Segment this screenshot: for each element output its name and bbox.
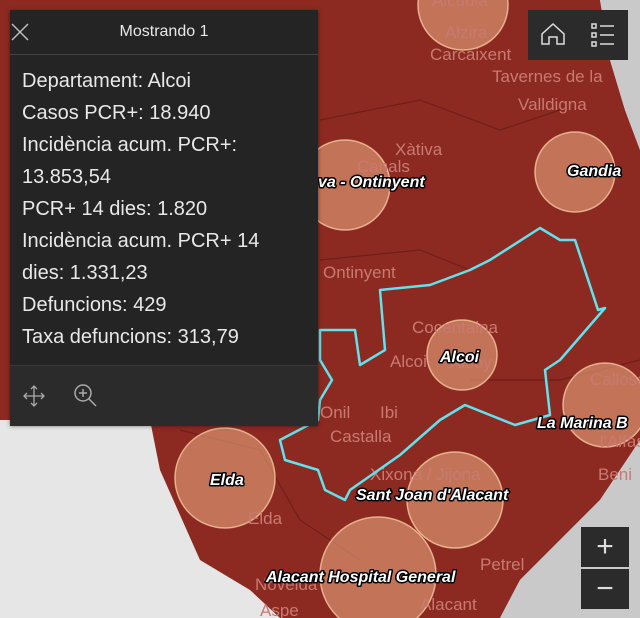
base-label: Carcaixent: [430, 45, 512, 64]
pan-button[interactable]: [23, 385, 45, 407]
popup-header: Mostrando 1: [10, 10, 318, 55]
toolbar: [528, 10, 628, 60]
popup-field: PCR+ 14 dies: 1.820: [22, 198, 208, 220]
base-label: l'Alfàs: [600, 432, 640, 451]
base-label: Petrel: [480, 555, 524, 574]
base-label: Novelda: [255, 575, 318, 594]
region-label: Alacant Hospital General: [265, 569, 456, 586]
selected-outline: [278, 226, 607, 502]
popup-body: Departament: Alcoi Casos PCR+: 18.940 Inci…: [10, 55, 318, 365]
base-label: Castalla: [330, 427, 392, 446]
popup-title: Mostrando 1: [119, 23, 209, 40]
region-label: va - Ontinyent: [318, 174, 425, 191]
base-label: Ibi: [380, 403, 398, 422]
base-label: Canals: [357, 157, 410, 176]
popup-field: Casos PCR+: 18.940: [22, 102, 211, 124]
close-button[interactable]: [10, 22, 30, 42]
home-button[interactable]: [541, 22, 565, 45]
region-label: La Marina B: [537, 415, 628, 432]
layer-list-button[interactable]: [591, 23, 614, 47]
popup-field: Taxa defuncions: 313,79: [22, 326, 239, 348]
popup-footer: [10, 365, 318, 426]
zoom-in[interactable]: +: [581, 527, 629, 567]
zoom-to-button[interactable]: [74, 384, 97, 407]
base-label: Ontinyent: [323, 263, 396, 282]
base-label: Beni: [598, 465, 632, 484]
base-label: Alacant: [420, 595, 477, 614]
popup-field: Defuncions: 429: [22, 294, 167, 316]
region-label: Gandia: [567, 163, 621, 180]
base-label: Onil: [320, 403, 350, 422]
base-label: Aspe: [260, 601, 299, 618]
base-label: Alcudia: [432, 0, 488, 10]
toolbar-icons: [541, 22, 614, 47]
base-label: Valldigna: [518, 95, 587, 114]
region-label: Sant Joan d'Alacant: [356, 487, 509, 504]
popup-actions: [23, 384, 97, 407]
base-label: Xixona / Jijona: [370, 465, 481, 484]
base-label: Xàtiva: [395, 140, 443, 159]
popup-field: Departament: Alcoi: [22, 70, 191, 92]
base-label: Elda: [248, 509, 283, 528]
base-label: Alcoi: [390, 352, 427, 371]
region-label: Alcoi: [439, 349, 480, 366]
base-label: Cocentaina: [412, 318, 499, 337]
popup-field: Incidència acum. PCR+ 14 dies: 1.331,23: [22, 230, 260, 284]
popup-field: Incidència acum. PCR+: 13.853,54: [22, 134, 238, 188]
zoom-out[interactable]: −: [581, 569, 629, 609]
base-label: Tavernes de la: [492, 67, 603, 86]
base-label: Callosa: [590, 370, 640, 389]
region-label: Elda: [210, 472, 244, 489]
base-label: Alzira: [445, 23, 488, 42]
circles: [174, 0, 640, 618]
base-label: Alcoy: [450, 353, 492, 372]
popup: Mostrando 1 Departament: Alcoi Casos PCR+…: [10, 10, 318, 426]
